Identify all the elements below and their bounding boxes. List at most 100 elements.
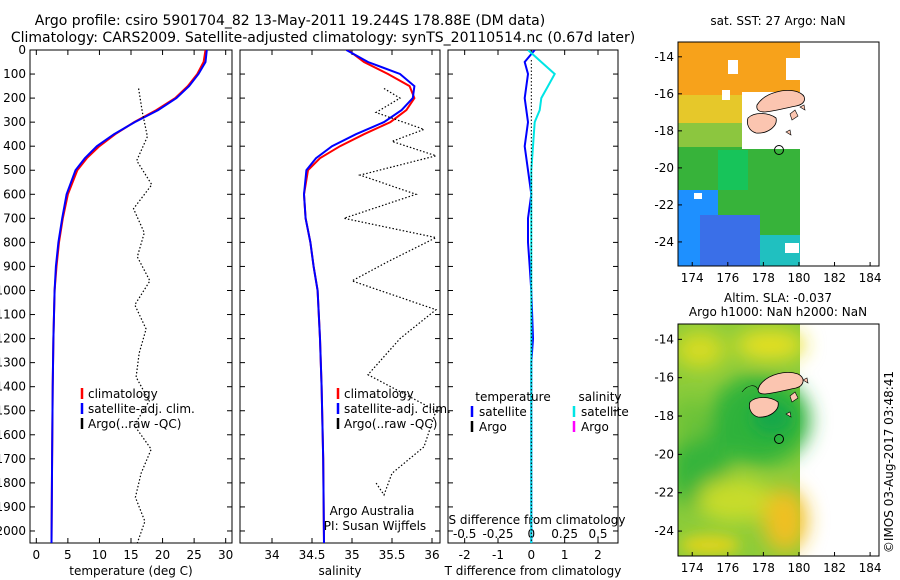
y-tick-label: 1800 xyxy=(0,476,26,490)
sla-map-subtitle: Argo h1000: NaN h2000: NaN xyxy=(689,305,867,319)
map-x-tick-label: 182 xyxy=(823,271,846,285)
axes-layer: 0 5 10 15 20 25 300100200300400500600700800900… xyxy=(0,43,625,578)
y-tick-label: 300 xyxy=(3,115,26,129)
series-line xyxy=(50,50,208,543)
figure-subtitle: Climatology: CARS2009. Satellite-adjuste… xyxy=(11,30,635,46)
map-x-tick-label: 178 xyxy=(752,271,775,285)
x-tick-label: 34 xyxy=(264,548,279,562)
legend-label: climatology xyxy=(344,387,414,401)
x-top-tick-label: 0.25 xyxy=(551,527,578,541)
map-y-tick-label: -20 xyxy=(654,161,674,175)
legend-label: Argo(..raw -QC) xyxy=(88,417,181,431)
y-tick-label: 1400 xyxy=(0,380,26,394)
map-x-tick-label: 178 xyxy=(752,561,775,575)
map-y-tick-label: -14 xyxy=(654,332,674,346)
legend-label: satellite-adj. clim. xyxy=(344,402,451,416)
map-y-tick-label: -18 xyxy=(654,124,674,138)
map-y-tick-label: -22 xyxy=(654,198,674,212)
series-line xyxy=(132,88,153,543)
y-tick-label: 500 xyxy=(3,163,26,177)
series-line xyxy=(50,50,207,543)
y-tick-label: 1100 xyxy=(0,308,26,322)
map-x-tick-label: 176 xyxy=(716,271,739,285)
sst-map-field xyxy=(678,42,879,266)
map-x-tick-label: 184 xyxy=(859,271,882,285)
legend-label: Argo xyxy=(581,420,609,434)
y-tick-label: 200 xyxy=(3,91,26,105)
y-tick-label: 100 xyxy=(3,67,26,81)
series-line xyxy=(527,50,556,543)
x-tick-label: 1 xyxy=(561,548,569,562)
x-tick-label: 35.5 xyxy=(379,548,406,562)
y-tick-label: 0 xyxy=(18,43,26,57)
series-group xyxy=(50,50,208,543)
legend-title: salinity xyxy=(578,390,621,404)
x-top-tick-label: 0.5 xyxy=(588,527,607,541)
series-line xyxy=(302,50,416,543)
series-line xyxy=(302,50,416,543)
x-axis-label: salinity xyxy=(318,564,361,578)
x-tick-label: 30 xyxy=(218,548,233,562)
copyright-timestamp: ©IMOS 03-Aug-2017 03:48:41 xyxy=(882,371,896,553)
y-tick-label: 1900 xyxy=(0,500,26,514)
y-tick-label: 700 xyxy=(3,211,26,225)
x-tick-label: -1 xyxy=(492,548,504,562)
y-tick-label: 400 xyxy=(3,139,26,153)
legend-label: satellite-adj. clim. xyxy=(88,402,195,416)
x-tick-label: 5 xyxy=(64,548,72,562)
x-tick-label: 15 xyxy=(123,548,138,562)
y-tick-label: 2000 xyxy=(0,524,26,538)
map-y-tick-label: -14 xyxy=(654,50,674,64)
x-tick-label: 2 xyxy=(594,548,602,562)
legend-label: Argo xyxy=(479,420,507,434)
y-tick-label: 1000 xyxy=(0,283,26,297)
map-x-tick-label: 180 xyxy=(788,561,811,575)
sla-map-field xyxy=(678,324,879,556)
legend-label: Argo(..raw -QC) xyxy=(344,417,437,431)
x-tick-label: -2 xyxy=(459,548,471,562)
y-tick-label: 1200 xyxy=(0,332,26,346)
x-tick-label: 34.5 xyxy=(299,548,326,562)
legend-label: climatology xyxy=(88,387,158,401)
map-x-tick-label: 182 xyxy=(823,561,846,575)
x-top-tick-label: -0.5 xyxy=(453,527,476,541)
map-x-tick-label: 174 xyxy=(681,561,704,575)
map-y-tick-label: -24 xyxy=(654,524,674,538)
map-y-tick-label: -16 xyxy=(654,371,674,385)
series-layer xyxy=(50,50,556,543)
map-x-tick-label: 184 xyxy=(859,561,882,575)
sst-map-title: sat. SST: 27 Argo: NaN xyxy=(710,14,845,28)
series-group xyxy=(523,50,556,543)
salinity-panel-frame xyxy=(239,49,441,544)
x-axis-top-label: S difference from climatology xyxy=(449,513,626,527)
legend-title: temperature xyxy=(475,390,550,404)
figure-title: Argo profile: csiro 5901704_82 13-May-20… xyxy=(35,13,545,29)
map-y-tick-label: -18 xyxy=(654,409,674,423)
x-axis-label: temperature (deg C) xyxy=(69,564,192,578)
map-axes-layer: 174 176 178 180 182 184 -14 -16 -18 -20 -22 -24 174 1… xyxy=(654,50,881,575)
x-tick-label: 35 xyxy=(344,548,359,562)
y-tick-label: 1300 xyxy=(0,356,26,370)
y-tick-label: 1600 xyxy=(0,428,26,442)
map-x-tick-label: 174 xyxy=(681,271,704,285)
y-tick-label: 900 xyxy=(3,259,26,273)
series-line xyxy=(341,87,439,497)
annotation-line: Argo Australia xyxy=(330,504,415,518)
map-x-tick-label: 180 xyxy=(788,271,811,285)
map-y-tick-label: -22 xyxy=(654,486,674,500)
map-y-tick-label: -20 xyxy=(654,447,674,461)
sst-map-frame xyxy=(677,41,880,267)
x-tick-label: 20 xyxy=(155,548,170,562)
x-top-tick-label: -0.25 xyxy=(482,527,513,541)
map-y-tick-label: -24 xyxy=(654,235,674,249)
y-tick-label: 1700 xyxy=(0,452,26,466)
y-tick-label: 1500 xyxy=(0,404,26,418)
x-tick-label: 25 xyxy=(186,548,201,562)
sla-map-frame xyxy=(677,323,880,557)
x-tick-label: 36 xyxy=(424,548,439,562)
x-tick-label: 0 xyxy=(32,548,40,562)
legend-label: satellite xyxy=(479,405,527,419)
x-axis-label: T difference from climatology xyxy=(444,564,622,578)
